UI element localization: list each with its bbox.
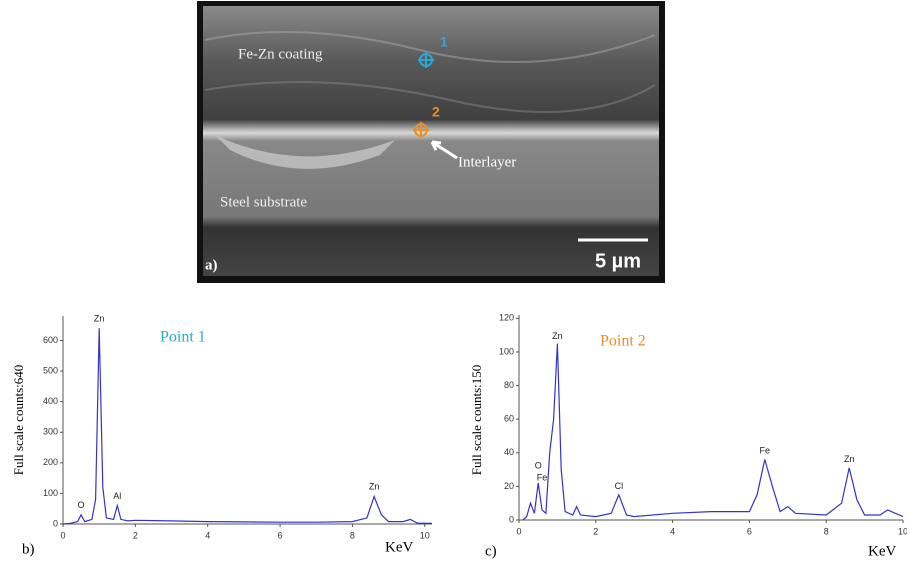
label: Fe-Zn coating — [238, 46, 323, 62]
x-axis-label: KeV — [385, 539, 413, 555]
x-tick-label: 10 — [420, 530, 430, 540]
x-tick-label: 4 — [205, 530, 210, 540]
peak-label: Fe — [537, 472, 548, 482]
scale-label: 5 µm — [595, 250, 641, 272]
x-tick-label: 0 — [60, 530, 65, 540]
peak-label: Al — [113, 491, 121, 501]
y-tick-label: 80 — [504, 380, 514, 390]
y-tick-label: 40 — [504, 447, 514, 457]
y-tick-label: 400 — [43, 396, 58, 406]
figure: Fe-Zn coating 1 2 Interlayer Steel subst… — [0, 0, 907, 572]
x-axis-label: KeV — [868, 543, 896, 559]
y-tick-label: 0 — [53, 518, 58, 528]
x-tick-label: 4 — [670, 526, 675, 536]
x-tick-label: 0 — [516, 526, 521, 536]
x-tick-label: 10 — [898, 526, 907, 536]
peak-label: Zn — [552, 331, 563, 341]
y-tick-label: 100 — [43, 488, 58, 498]
y-tick-label: 200 — [43, 457, 58, 467]
label: Steel substrate — [220, 194, 307, 210]
peak-label: Zn — [369, 482, 380, 492]
spectrum-line — [523, 344, 903, 520]
y-tick-label: 0 — [509, 514, 514, 524]
x-tick-label: 2 — [593, 526, 598, 536]
y-axis-label: Full scale counts:640 — [11, 365, 26, 476]
y-tick-label: 600 — [43, 335, 58, 345]
peak-label: Zn — [844, 454, 855, 464]
peak-label: Cl — [615, 481, 624, 491]
point-label: 1 — [440, 34, 448, 50]
chart-title: Point 2 — [600, 333, 646, 350]
x-tick-label: 2 — [133, 530, 138, 540]
chart-title: Point 1 — [160, 329, 206, 346]
peak-label: O — [78, 500, 85, 510]
panel-label: c) — [485, 543, 497, 559]
point-label: 2 — [432, 104, 440, 120]
y-axis-label: Full scale counts:150 — [469, 365, 484, 476]
x-tick-label: 6 — [278, 530, 283, 540]
x-tick-label: 8 — [824, 526, 829, 536]
x-tick-label: 6 — [747, 526, 752, 536]
x-tick-label: 8 — [350, 530, 355, 540]
y-tick-label: 300 — [43, 427, 58, 437]
y-tick-label: 500 — [43, 365, 58, 375]
y-tick-label: 120 — [499, 313, 514, 323]
panel-label: b) — [22, 541, 35, 557]
y-tick-label: 60 — [504, 414, 514, 424]
panel-label: a) — [205, 257, 218, 273]
sem-image: Fe-Zn coating 1 2 Interlayer Steel subst… — [197, 1, 665, 283]
label: Interlayer — [458, 154, 516, 170]
peak-label: Zn — [94, 313, 105, 323]
peak-label: Fe — [760, 445, 771, 455]
y-tick-label: 100 — [499, 346, 514, 356]
peak-label: O — [535, 461, 542, 471]
y-tick-label: 20 — [504, 481, 514, 491]
